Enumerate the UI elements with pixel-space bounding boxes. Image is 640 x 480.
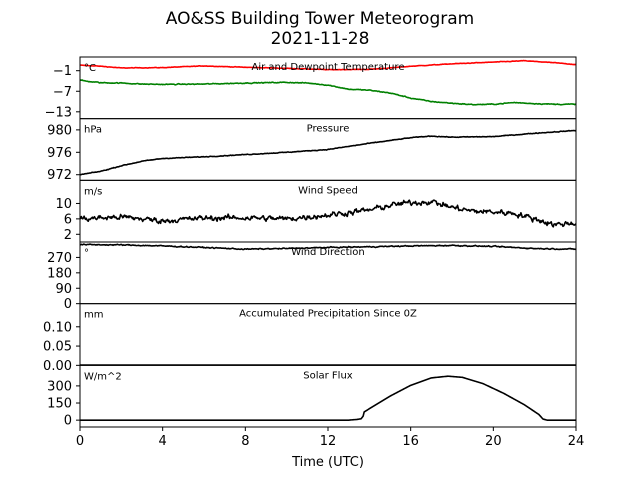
panel-1-ytick-label-1: −13 — [45, 105, 72, 120]
panel-2: 972 976 980 hPa Pressure — [47, 118, 577, 183]
panel-3-series-1-line — [80, 199, 576, 228]
panel-1-ytick-label-3: −1 — [53, 64, 72, 79]
panel-1-series-1-line — [80, 59, 576, 71]
panel-1-title: Air and Dewpoint Temperature — [252, 62, 405, 73]
panel-6-series-1-line — [80, 375, 576, 421]
panel-5-ytick-label-2: 0.05 — [43, 340, 72, 355]
panel-2-title: Pressure — [307, 124, 350, 135]
xtick-label-6: 20 — [485, 434, 502, 449]
panel-5: 0.00 0.05 0.10 mm Accumulated Precipitation … — [43, 303, 577, 374]
panel-4-ytick-label-3: 180 — [47, 266, 72, 281]
panel-3-ytick-label-2: 6 — [64, 212, 72, 227]
panel-5-ytick-label-1: 0.00 — [43, 359, 72, 374]
panel-5-title: Accumulated Precipitation Since 0Z — [239, 309, 417, 320]
panel-2-ytick-label-2: 976 — [47, 146, 72, 161]
figure-subtitle: 2021-11-28 — [271, 29, 370, 49]
panel-4-unit: ° — [84, 248, 89, 259]
panel-3-title: Wind Speed — [298, 185, 358, 196]
panel-4-ytick-label-4: 270 — [47, 251, 72, 266]
panels-group: −13 −7 −1 °C Air and Dewpoint Temperature 972… — [43, 56, 577, 429]
panel-3-ytick-label-3: 10 — [55, 197, 72, 212]
panel-3-unit: m/s — [84, 186, 102, 197]
panel-1: −13 −7 −1 °C Air and Dewpoint Temperature — [45, 56, 577, 120]
panel-3-ytick-label-1: 2 — [64, 228, 72, 243]
panel-4-series-1-line — [80, 243, 576, 251]
panel-6-unit: W/m^2 — [84, 371, 122, 382]
panel-6: 0 150 300 W/m^2 Solar Flux — [47, 364, 577, 429]
xtick-label-3: 8 — [241, 434, 249, 449]
panel-4-title: Wind Direction — [291, 247, 365, 258]
xtick-label-5: 16 — [402, 434, 419, 449]
panel-2-ytick-label-1: 972 — [47, 168, 72, 183]
panel-1-unit: °C — [84, 63, 96, 74]
panel-2-ytick-label-3: 980 — [47, 123, 72, 138]
figure-title: AO&SS Building Tower Meteorogram — [166, 9, 474, 29]
panel-5-unit: mm — [84, 310, 103, 321]
xtick-label-2: 4 — [159, 434, 167, 449]
panel-6-ytick-label-3: 300 — [47, 379, 72, 394]
xtick-label-4: 12 — [320, 434, 337, 449]
xtick-label-1: 0 — [76, 434, 84, 449]
panel-1-ytick-label-2: −7 — [53, 85, 72, 100]
x-axis: 0 4 8 12 16 20 24 — [76, 427, 584, 449]
xtick-label-7: 24 — [568, 434, 585, 449]
panel-6-title: Solar Flux — [303, 370, 353, 381]
panel-2-series-1-line — [80, 129, 576, 176]
panel-6-ytick-label-2: 150 — [47, 397, 72, 412]
panel-4-ytick-label-1: 0 — [64, 297, 72, 312]
panel-6-ytick-label-1: 0 — [64, 414, 72, 429]
panel-2-unit: hPa — [84, 125, 102, 136]
panel-4-ytick-label-2: 90 — [55, 282, 72, 297]
panel-1-series-2-line — [80, 79, 576, 106]
panel-5-ytick-label-3: 0.10 — [43, 320, 72, 335]
x-axis-label: Time (UTC) — [291, 455, 364, 470]
